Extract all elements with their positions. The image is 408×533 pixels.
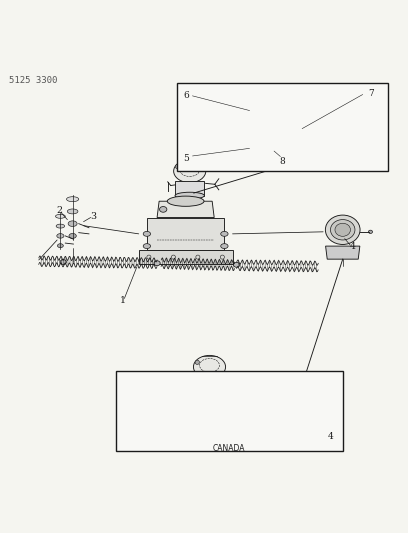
Ellipse shape	[221, 244, 228, 248]
Ellipse shape	[195, 388, 224, 395]
Text: 5125 3300: 5125 3300	[9, 76, 58, 85]
Ellipse shape	[67, 197, 79, 201]
Text: 3: 3	[90, 212, 96, 221]
Ellipse shape	[368, 230, 373, 233]
Ellipse shape	[58, 244, 63, 248]
Text: 5: 5	[183, 154, 188, 163]
Ellipse shape	[167, 196, 204, 206]
Ellipse shape	[57, 233, 64, 238]
Ellipse shape	[68, 221, 77, 227]
Ellipse shape	[143, 231, 151, 236]
Ellipse shape	[179, 409, 184, 412]
Ellipse shape	[233, 262, 240, 267]
Polygon shape	[176, 421, 237, 430]
Polygon shape	[175, 181, 204, 196]
Ellipse shape	[323, 410, 326, 412]
Ellipse shape	[175, 192, 204, 199]
Ellipse shape	[193, 356, 226, 378]
Polygon shape	[157, 201, 214, 217]
Polygon shape	[326, 246, 360, 259]
Circle shape	[251, 110, 256, 115]
Bar	[116, 372, 343, 451]
Ellipse shape	[230, 417, 235, 420]
Ellipse shape	[250, 105, 286, 131]
Circle shape	[175, 164, 180, 168]
Text: CANADA: CANADA	[212, 443, 245, 453]
Polygon shape	[147, 217, 224, 250]
Ellipse shape	[335, 223, 350, 236]
Ellipse shape	[154, 261, 160, 265]
Text: 8: 8	[279, 157, 286, 166]
Ellipse shape	[299, 403, 315, 416]
Ellipse shape	[179, 417, 184, 420]
Ellipse shape	[56, 224, 64, 228]
Text: 2: 2	[56, 206, 62, 215]
Ellipse shape	[326, 215, 360, 245]
Ellipse shape	[160, 206, 167, 212]
Polygon shape	[295, 420, 317, 429]
Ellipse shape	[230, 409, 235, 412]
Ellipse shape	[143, 244, 151, 248]
Polygon shape	[195, 377, 224, 391]
Bar	[177, 83, 388, 171]
Text: 6: 6	[184, 91, 189, 100]
Ellipse shape	[55, 214, 65, 219]
Ellipse shape	[69, 233, 76, 238]
Ellipse shape	[251, 142, 284, 150]
Polygon shape	[188, 389, 225, 400]
Text: 4: 4	[350, 243, 356, 252]
Ellipse shape	[221, 231, 228, 236]
Text: 4: 4	[328, 432, 333, 441]
Text: 1: 1	[120, 296, 125, 305]
Polygon shape	[251, 130, 284, 146]
Ellipse shape	[330, 220, 355, 240]
Circle shape	[195, 360, 200, 365]
Ellipse shape	[67, 209, 78, 214]
Polygon shape	[139, 250, 233, 264]
Ellipse shape	[60, 260, 67, 264]
Ellipse shape	[174, 160, 206, 183]
Polygon shape	[182, 400, 232, 421]
Text: 7: 7	[368, 88, 374, 98]
Ellipse shape	[295, 400, 318, 419]
Ellipse shape	[302, 405, 312, 414]
Ellipse shape	[195, 386, 219, 392]
Text: 5: 5	[179, 161, 186, 170]
